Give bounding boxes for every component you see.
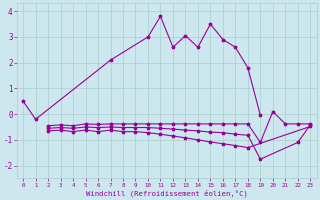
X-axis label: Windchill (Refroidissement éolien,°C): Windchill (Refroidissement éolien,°C) <box>86 189 248 197</box>
